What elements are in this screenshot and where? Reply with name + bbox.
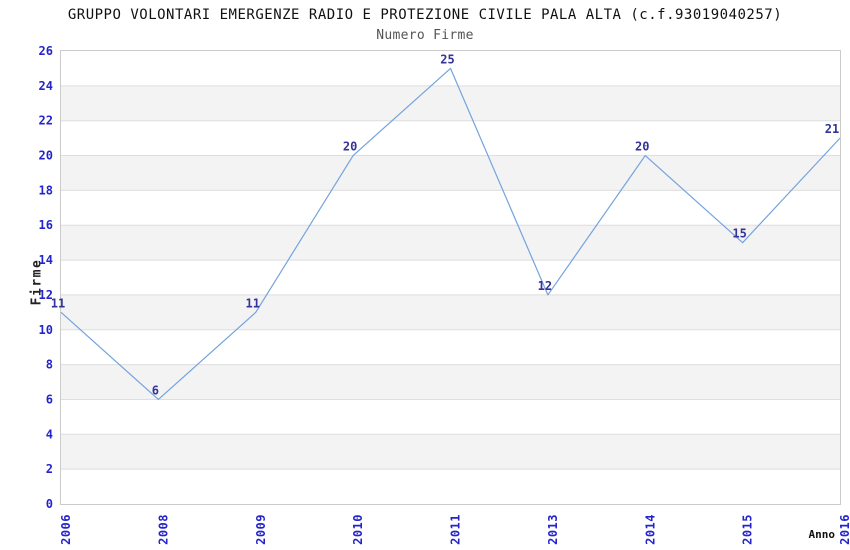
x-tick-label: 2015 [741, 514, 755, 545]
y-tick-label: 22 [39, 114, 53, 128]
x-tick-label: 2008 [156, 514, 170, 545]
plot-band [61, 85, 840, 121]
data-point-label: 20 [343, 140, 357, 154]
data-point-label: 15 [732, 227, 746, 241]
x-tick-label: 2011 [449, 514, 463, 545]
y-tick-label: 16 [39, 218, 53, 232]
data-point-label: 11 [246, 296, 260, 310]
y-tick-label: 0 [46, 497, 53, 511]
data-point-label: 20 [635, 140, 649, 154]
chart-title: GRUPPO VOLONTARI EMERGENZE RADIO E PROTE… [67, 7, 783, 23]
data-point-label: 12 [538, 279, 552, 293]
y-tick-label: 12 [39, 288, 53, 302]
y-tick-label: 4 [46, 427, 53, 441]
y-tick-label: 18 [39, 183, 53, 197]
chart-subtitle: Numero Firme [376, 28, 474, 43]
series-line [60, 67, 841, 401]
x-tick-label: 2014 [643, 514, 657, 545]
x-tick-label: 2013 [546, 514, 560, 545]
plot-band [61, 155, 840, 191]
y-tick-label: 26 [39, 44, 53, 58]
plot-band [61, 294, 840, 330]
y-tick-label: 14 [39, 253, 53, 267]
y-tick-label: 24 [39, 79, 53, 93]
plot-border [60, 50, 841, 505]
x-tick-label: 2010 [351, 514, 365, 545]
y-tick-label: 6 [46, 392, 53, 406]
x-tick-label: 2016 [838, 514, 850, 545]
x-tick-label: 2009 [254, 514, 268, 545]
data-point-label: 6 [152, 383, 159, 397]
x-tick-label: 2006 [59, 514, 73, 545]
y-tick-label: 10 [39, 323, 53, 337]
y-tick-label: 20 [39, 149, 53, 163]
plot-band [61, 434, 840, 470]
x-axis-title: Anno [808, 528, 836, 541]
data-point-label: 11 [51, 296, 65, 310]
plot-band [61, 225, 840, 261]
data-point-label: 21 [825, 122, 839, 136]
data-point-label: 25 [440, 52, 454, 66]
y-tick-label: 2 [46, 462, 53, 476]
y-tick-label: 8 [46, 358, 53, 372]
